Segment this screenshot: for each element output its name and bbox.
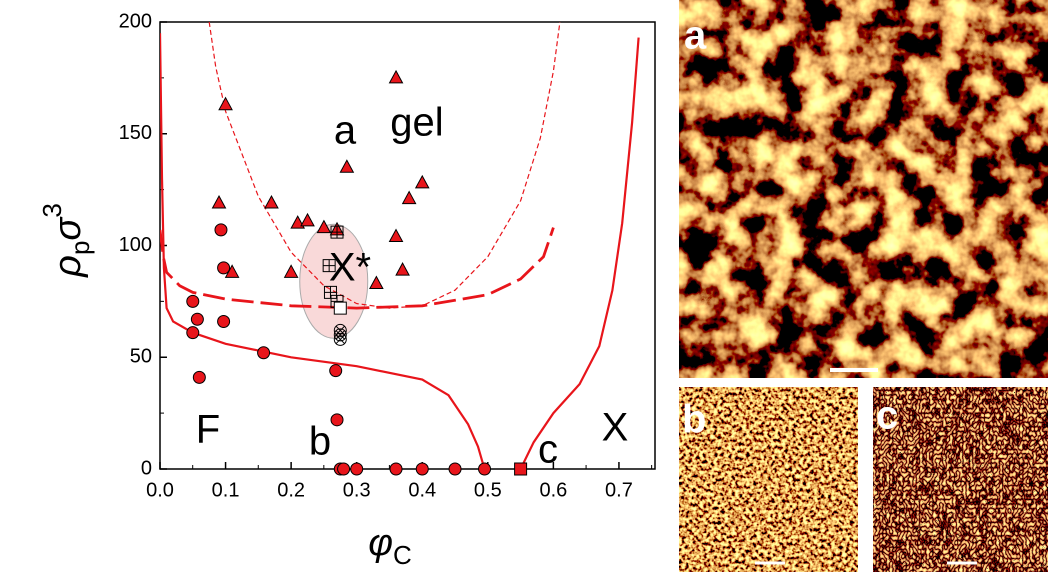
micrograph-b <box>679 387 858 572</box>
data-point <box>333 328 347 342</box>
data-point <box>388 69 404 84</box>
data-point <box>300 212 315 227</box>
annotation: X <box>602 406 629 450</box>
y-label-symbol: σ <box>47 216 89 241</box>
data-point <box>333 332 347 346</box>
annotation: b <box>309 420 331 464</box>
y-label-sup: 3 <box>37 203 67 217</box>
micrograph-a-texture <box>679 0 1048 378</box>
annotation: gel <box>390 101 443 145</box>
x-tick-label: 0.0 <box>146 479 174 501</box>
data-point <box>478 462 492 476</box>
micrograph-c <box>873 387 1048 572</box>
y-label-sub: p <box>65 241 95 255</box>
x-tick-label: 0.6 <box>539 479 567 501</box>
boundary-line <box>160 227 555 310</box>
data-point <box>415 462 429 476</box>
data-point <box>339 159 355 173</box>
data-point <box>316 219 332 234</box>
micrographs: a b c <box>679 0 1048 572</box>
data-point <box>369 275 384 289</box>
data-point <box>350 462 364 476</box>
data-point <box>257 346 271 360</box>
data-point <box>414 174 430 189</box>
x-label-symbol: φ <box>368 522 393 564</box>
x-tick-label: 0.5 <box>474 479 502 501</box>
annotation: a <box>334 109 357 153</box>
data-point <box>448 462 462 476</box>
data-point <box>330 225 344 239</box>
x-label-sub: C <box>393 540 412 570</box>
data-point <box>218 96 233 111</box>
boundary-line <box>208 22 561 309</box>
y-tick-label: 0 <box>141 457 152 479</box>
data-point <box>217 261 231 275</box>
data-point <box>337 462 351 476</box>
panel-label: a <box>684 14 707 58</box>
x-axis-label: φC <box>368 522 412 570</box>
annotation: c <box>538 428 558 472</box>
plot-frame <box>159 21 656 470</box>
phase-diagram: 0.0 0.1 0.2 0.3 0.4 0.5 0.6 0.7 0 50 100 150 200 a gel… <box>119 10 656 501</box>
panel-label: c <box>876 394 898 438</box>
y-tick-label: 200 <box>119 10 152 32</box>
panel-label: b <box>682 398 706 442</box>
data-point <box>264 194 279 209</box>
y-tick-label: 150 <box>119 122 152 144</box>
data-point <box>389 462 403 476</box>
data-point <box>214 223 228 237</box>
data-point <box>211 194 227 209</box>
data-point <box>329 364 343 378</box>
y-tick-label: 50 <box>130 346 152 368</box>
data-point <box>190 312 204 326</box>
x-tick-label: 0.7 <box>605 479 633 501</box>
data-point <box>395 262 410 276</box>
x-tick-label: 0.4 <box>408 479 436 501</box>
boundary-line <box>519 37 640 469</box>
y-tick-label: 100 <box>119 234 152 256</box>
data-point <box>514 462 528 476</box>
data-point <box>217 314 231 328</box>
data-point <box>186 326 200 340</box>
data-point <box>192 370 206 384</box>
data-point <box>388 228 404 243</box>
annotation: X* <box>329 246 371 290</box>
data-point <box>330 413 344 427</box>
data-point <box>283 264 299 278</box>
x-tick-label: 0.2 <box>277 479 305 501</box>
data-point <box>322 259 336 273</box>
y-label-symbol: ρ <box>47 255 89 278</box>
x-tick-label: 0.3 <box>343 479 371 501</box>
annotation: F <box>196 408 220 452</box>
data-point <box>401 190 417 205</box>
data-point <box>186 294 200 308</box>
data-point <box>333 301 347 315</box>
highlight-ellipse <box>299 223 369 339</box>
y-axis-label: ρpσ3 <box>37 203 95 278</box>
curves <box>160 22 640 469</box>
data-point <box>323 285 337 299</box>
x-tick-label: 0.1 <box>212 479 240 501</box>
